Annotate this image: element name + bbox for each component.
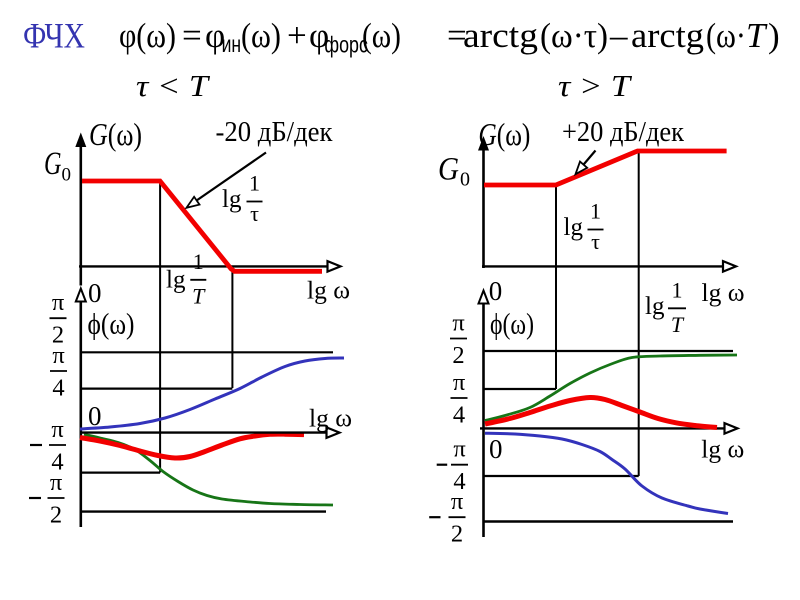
svg-text:φ(ω): φ(ω) xyxy=(119,16,176,55)
svg-text:T: T xyxy=(671,312,685,337)
svg-text:ин: ин xyxy=(222,31,242,57)
svg-text:4: 4 xyxy=(453,401,465,428)
svg-text:π: π xyxy=(452,310,464,337)
svg-text:2: 2 xyxy=(452,342,464,369)
svg-text:2: 2 xyxy=(451,521,463,548)
svg-text:τ: τ xyxy=(591,229,600,254)
svg-text:π: π xyxy=(453,436,465,463)
svg-text:): ) xyxy=(768,16,780,55)
svg-text:τ < T: τ < T xyxy=(136,68,211,103)
svg-text:ϕ(ω): ϕ(ω) xyxy=(490,308,534,341)
svg-text:lg ω: lg ω xyxy=(309,406,352,433)
svg-text:G: G xyxy=(44,146,62,182)
svg-text:τ > T: τ > T xyxy=(558,68,633,103)
svg-text:arctg: arctg xyxy=(463,16,538,55)
svg-text:ϕ(ω): ϕ(ω) xyxy=(88,308,135,341)
svg-text:=: = xyxy=(447,16,467,55)
svg-text:4: 4 xyxy=(51,448,63,475)
svg-text:(ω): (ω) xyxy=(241,16,281,55)
svg-text:lg: lg xyxy=(222,186,242,213)
svg-text:(ω·τ): (ω·τ) xyxy=(540,16,608,55)
svg-text:форс: форс xyxy=(324,32,368,58)
svg-text:0: 0 xyxy=(489,434,503,464)
svg-text:π: π xyxy=(51,416,63,443)
svg-text:lg: lg xyxy=(645,293,665,320)
svg-text:T: T xyxy=(746,16,768,55)
svg-text:0: 0 xyxy=(489,276,503,306)
svg-text:–: – xyxy=(609,16,628,55)
svg-text:4: 4 xyxy=(453,468,465,495)
svg-text:φ: φ xyxy=(309,16,329,55)
svg-text:τ: τ xyxy=(250,201,259,226)
svg-text:G(ω): G(ω) xyxy=(478,116,530,152)
svg-text:lg: lg xyxy=(166,267,186,294)
svg-text:-20 дБ/дек: -20 дБ/дек xyxy=(216,117,333,148)
svg-text:arctg: arctg xyxy=(631,16,704,55)
svg-text:π: π xyxy=(50,469,62,496)
svg-text:T: T xyxy=(192,283,206,308)
svg-text:φ: φ xyxy=(205,16,225,55)
svg-text:π: π xyxy=(52,289,64,316)
svg-text:π: π xyxy=(52,342,64,369)
svg-text:+20 дБ/дек: +20 дБ/дек xyxy=(562,117,684,148)
svg-text:lg: lg xyxy=(564,214,584,241)
svg-text:1: 1 xyxy=(193,249,204,274)
svg-text:ФЧХ: ФЧХ xyxy=(23,16,85,56)
svg-text:G: G xyxy=(438,152,459,188)
svg-text:+: + xyxy=(287,16,307,55)
svg-text:0: 0 xyxy=(62,165,72,186)
svg-text:=: = xyxy=(182,16,202,55)
svg-text:0: 0 xyxy=(460,169,470,191)
svg-text:π: π xyxy=(451,488,463,515)
svg-text:π: π xyxy=(453,369,465,396)
svg-text:(ω·: (ω· xyxy=(706,16,746,55)
svg-text:1: 1 xyxy=(590,199,601,224)
svg-text:4: 4 xyxy=(52,374,64,401)
svg-text:(ω): (ω) xyxy=(362,16,401,55)
svg-text:0: 0 xyxy=(88,401,102,431)
svg-text:lg ω: lg ω xyxy=(701,437,744,464)
svg-text:1: 1 xyxy=(249,171,260,196)
svg-text:lg ω: lg ω xyxy=(702,280,745,307)
svg-text:lg ω: lg ω xyxy=(307,278,350,305)
svg-text:G(ω): G(ω) xyxy=(89,116,142,152)
svg-text:2: 2 xyxy=(50,501,62,528)
svg-text:0: 0 xyxy=(88,278,102,308)
svg-text:2: 2 xyxy=(52,322,64,349)
svg-text:1: 1 xyxy=(672,277,683,302)
